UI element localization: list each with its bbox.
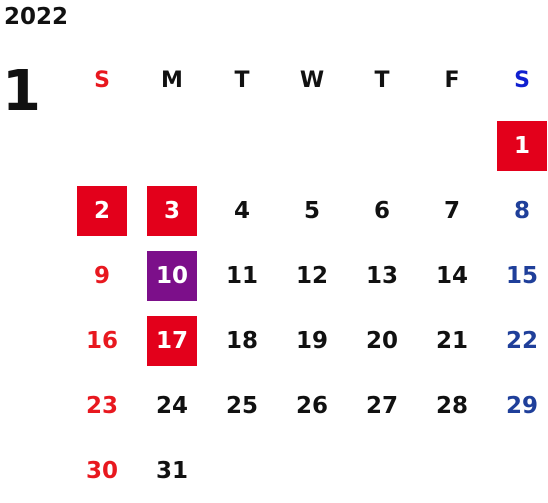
day-cell-sun — [67, 113, 137, 178]
day-cell-sat[interactable]: 8 — [487, 178, 548, 243]
day-cell-sat — [487, 438, 548, 503]
day-cell-fri[interactable]: 14 — [417, 243, 487, 308]
month-label: 1 — [2, 59, 41, 124]
calendar-grid: S M T W T F S 1 2 3 4 5 6 7 8 9 10 11 12 13 14 15 16 17 1… — [67, 48, 548, 503]
holiday-day-number: 2 — [77, 185, 127, 236]
day-cell-thu — [347, 438, 417, 503]
day-cell-wed[interactable]: 5 — [277, 178, 347, 243]
day-number: 5 — [303, 197, 320, 224]
day-number: 13 — [365, 262, 398, 289]
day-number: 26 — [295, 392, 328, 419]
day-number: 6 — [373, 197, 390, 224]
empty-day — [147, 121, 197, 171]
weekday-header-sun: S — [94, 68, 110, 93]
day-cell-wed[interactable]: 12 — [277, 243, 347, 308]
day-number: 8 — [513, 197, 530, 224]
weekday-header-thu: T — [374, 68, 390, 93]
holiday-day-number: 17 — [147, 315, 197, 366]
day-cell-mon[interactable]: 17 — [137, 308, 207, 373]
empty-day — [427, 121, 477, 171]
day-cell-wed — [277, 438, 347, 503]
day-cell-thu[interactable]: 20 — [347, 308, 417, 373]
holiday-day-number: 1 — [497, 120, 547, 171]
day-cell-tue[interactable]: 18 — [207, 308, 277, 373]
day-number: 20 — [365, 327, 398, 354]
day-cell-sun[interactable]: 23 — [67, 373, 137, 438]
weekday-header-fri: F — [444, 68, 460, 93]
day-cell-mon[interactable]: 31 — [137, 438, 207, 503]
empty-day — [497, 446, 547, 496]
day-number: 18 — [225, 327, 258, 354]
day-cell-fri[interactable]: 7 — [417, 178, 487, 243]
day-cell-sat[interactable]: 22 — [487, 308, 548, 373]
day-cell-thu — [347, 113, 417, 178]
day-cell-mon[interactable]: 3 — [137, 178, 207, 243]
empty-day — [427, 446, 477, 496]
day-number: 14 — [435, 262, 468, 289]
weekday-header-sat: S — [514, 68, 530, 93]
holiday-day-number: 3 — [147, 185, 197, 236]
day-cell-thu[interactable]: 13 — [347, 243, 417, 308]
empty-day — [217, 121, 267, 171]
empty-day — [357, 446, 407, 496]
day-number: 28 — [435, 392, 468, 419]
day-number: 12 — [295, 262, 328, 289]
empty-day — [357, 121, 407, 171]
day-cell-fri — [417, 113, 487, 178]
year-label: 2022 — [4, 4, 69, 30]
day-cell-sat[interactable]: 15 — [487, 243, 548, 308]
day-cell-thu[interactable]: 6 — [347, 178, 417, 243]
empty-day — [217, 446, 267, 496]
day-number: 4 — [233, 197, 250, 224]
day-cell-tue[interactable]: 11 — [207, 243, 277, 308]
day-cell-mon — [137, 113, 207, 178]
weekday-header-mon: M — [161, 68, 183, 93]
day-cell-fri[interactable]: 21 — [417, 308, 487, 373]
weekday-header-wed: W — [299, 68, 325, 93]
empty-day — [287, 446, 337, 496]
day-cell-tue[interactable]: 4 — [207, 178, 277, 243]
day-number: 22 — [505, 327, 538, 354]
day-cell-sat[interactable]: 1 — [487, 113, 548, 178]
day-cell-sun[interactable]: 16 — [67, 308, 137, 373]
day-number: 30 — [85, 457, 118, 484]
special-day-number: 10 — [147, 250, 197, 301]
day-number: 9 — [93, 262, 110, 289]
day-number: 11 — [225, 262, 258, 289]
day-number: 19 — [295, 327, 328, 354]
day-cell-sun[interactable]: 9 — [67, 243, 137, 308]
day-number: 15 — [505, 262, 538, 289]
day-number: 29 — [505, 392, 538, 419]
day-cell-fri — [417, 438, 487, 503]
day-cell-sat[interactable]: 29 — [487, 373, 548, 438]
day-number: 16 — [85, 327, 118, 354]
weekday-header-tue: T — [234, 68, 250, 93]
day-number: 27 — [365, 392, 398, 419]
day-cell-sun[interactable]: 2 — [67, 178, 137, 243]
day-cell-wed — [277, 113, 347, 178]
day-number: 7 — [443, 197, 460, 224]
day-cell-tue — [207, 113, 277, 178]
day-cell-wed[interactable]: 26 — [277, 373, 347, 438]
day-cell-wed[interactable]: 19 — [277, 308, 347, 373]
day-cell-thu[interactable]: 27 — [347, 373, 417, 438]
day-cell-tue[interactable]: 25 — [207, 373, 277, 438]
day-cell-mon[interactable]: 10 — [137, 243, 207, 308]
day-number: 25 — [225, 392, 258, 419]
day-number: 21 — [435, 327, 468, 354]
empty-day — [77, 121, 127, 171]
day-number: 24 — [155, 392, 188, 419]
day-number: 31 — [155, 457, 188, 484]
day-cell-sun[interactable]: 30 — [67, 438, 137, 503]
empty-day — [287, 121, 337, 171]
day-number: 23 — [85, 392, 118, 419]
day-cell-mon[interactable]: 24 — [137, 373, 207, 438]
day-cell-tue — [207, 438, 277, 503]
day-cell-fri[interactable]: 28 — [417, 373, 487, 438]
